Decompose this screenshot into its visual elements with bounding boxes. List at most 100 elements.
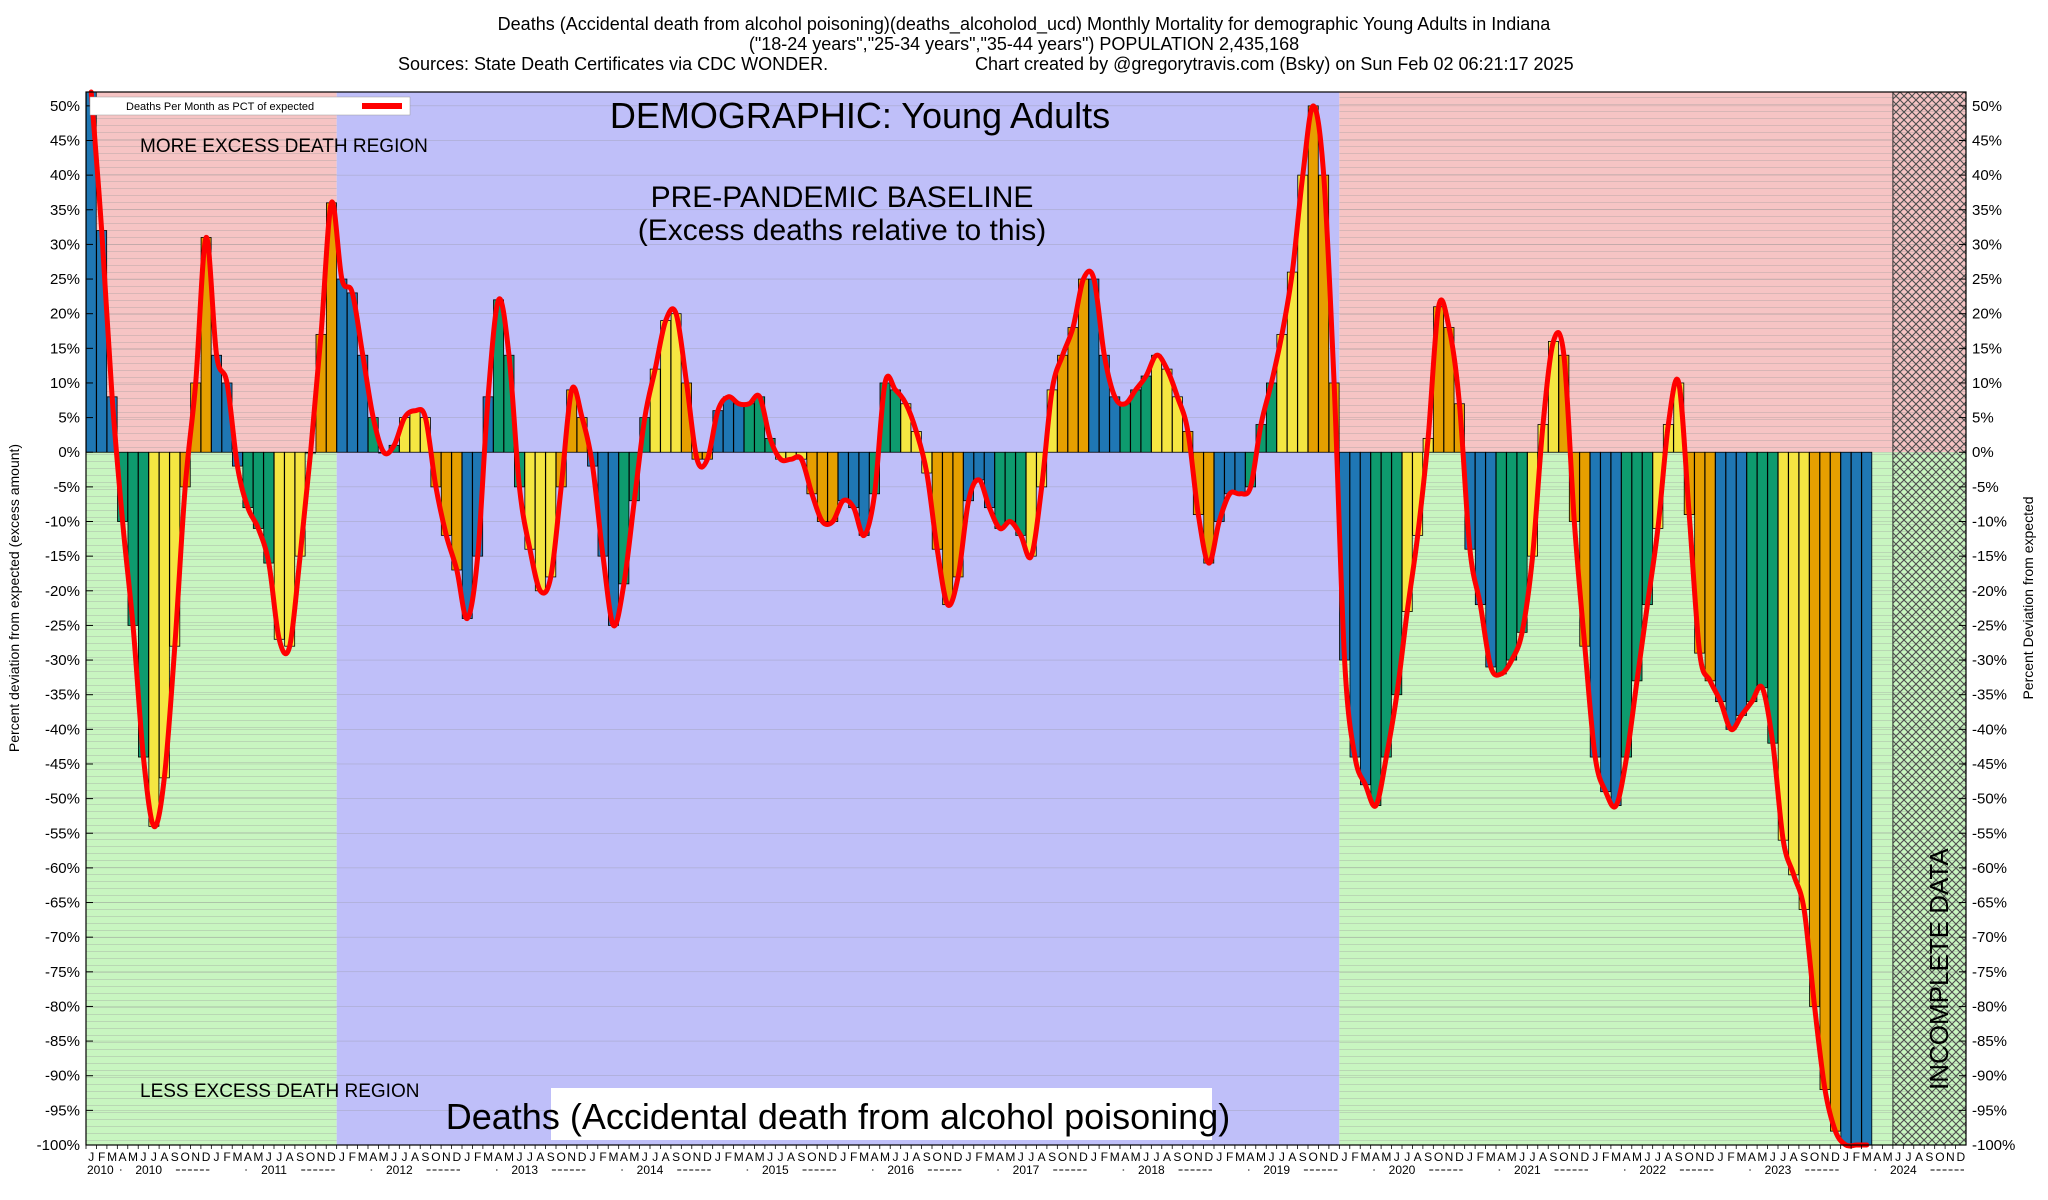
x-tick-label-month: J (1519, 1150, 1525, 1164)
x-tick-label-month: J (527, 1150, 533, 1164)
series-line-deaths-pct-expected (88, 89, 1870, 1149)
y-tick-label-right: -50% (1972, 791, 2007, 808)
y-tick-label-right: 45% (1972, 132, 2002, 149)
bar (1307, 105, 1319, 453)
x-tick-label-month: M (859, 1150, 869, 1164)
bar (1360, 451, 1371, 786)
x-tick-label-month: J (1530, 1150, 1536, 1164)
y-tick-label-left: -45% (45, 756, 80, 773)
credit-text: Chart created by @gregorytravis.com (Bsk… (975, 54, 1574, 74)
x-tick-label-month: A (620, 1150, 628, 1164)
y-tick-label-left: -80% (45, 998, 80, 1015)
x-tick-label-month: J (464, 1150, 470, 1164)
x-tick-label-month: D (1706, 1150, 1715, 1164)
bar (1809, 451, 1820, 1007)
x-tick-label-month: J (1843, 1150, 1849, 1164)
x-tick-label-month: M (232, 1150, 242, 1164)
x-tick-label-month: M (755, 1150, 765, 1164)
more-excess-label: MORE EXCESS DEATH REGION (140, 136, 428, 157)
x-tick-label-month: M (483, 1150, 493, 1164)
x-tick-label-month: N (442, 1150, 451, 1164)
y-tick-label-right: -55% (1972, 825, 2007, 842)
x-tick-label-month: S (1424, 1150, 1432, 1164)
bar (1621, 451, 1632, 758)
x-tick-label-month: D (1455, 1150, 1464, 1164)
x-tick-label-month: J (214, 1150, 220, 1164)
x-tick-label-month: D (1580, 1150, 1589, 1164)
x-tick-label-month: S (1925, 1150, 1933, 1164)
y-tick-label-right: -60% (1972, 860, 2007, 877)
y-tick-label-right: -30% (1972, 652, 2007, 669)
x-tick-label-month: A (1121, 1150, 1129, 1164)
x-tick-label-month: D (202, 1150, 211, 1164)
y-tick-label-left: -30% (45, 652, 80, 669)
x-tick-label-month: O (1183, 1150, 1192, 1164)
chart-title-line-1: Deaths (Accidental death from alcohol po… (497, 14, 1551, 34)
x-tick-label-month: M (1486, 1150, 1496, 1164)
bar (1119, 403, 1131, 453)
bar (837, 451, 849, 502)
x-tick-label-month: M (1131, 1150, 1141, 1164)
bar (1715, 451, 1726, 703)
y-tick-label-right: 35% (1972, 202, 2002, 219)
source-text: Sources: State Death Certificates via CD… (398, 54, 829, 74)
x-year-label: 2023 (1765, 1163, 1792, 1177)
x-tick-label-month: J (1394, 1150, 1400, 1164)
x-year-label: 2015 (762, 1163, 789, 1177)
x-tick-label-month: S (171, 1150, 179, 1164)
x-tick-label-month: S (1048, 1150, 1056, 1164)
x-tick-label-month: J (151, 1150, 157, 1164)
x-tick-label-month: S (1675, 1150, 1683, 1164)
x-tick-label-month: O (557, 1150, 566, 1164)
x-tick-label-month: F (1853, 1150, 1860, 1164)
x-year-label: 2019 (1263, 1163, 1290, 1177)
legend: Deaths Per Month as PCT of expected (89, 96, 411, 116)
y-tick-label-right: -10% (1972, 514, 2007, 531)
y-tick-label-right: -25% (1972, 617, 2007, 634)
y-tick-label-left: -95% (45, 1102, 80, 1119)
x-tick-label-month: O (933, 1150, 942, 1164)
x-tick-label-month: M (253, 1150, 263, 1164)
x-tick-label-month: F (599, 1150, 606, 1164)
x-tick-label-month: O (1559, 1150, 1568, 1164)
x-tick-label-month: J (1644, 1150, 1650, 1164)
y-tick-label-left: 25% (50, 271, 80, 288)
y-tick-label-right: 10% (1972, 375, 2002, 392)
x-year-label: 2017 (1013, 1163, 1040, 1177)
x-tick-label-month: N (693, 1150, 702, 1164)
y-tick-label-right: -95% (1972, 1102, 2007, 1119)
bar (1224, 451, 1236, 495)
bar (1140, 375, 1152, 453)
x-tick-label-month: M (1360, 1150, 1370, 1164)
x-tick-label-month: J (903, 1150, 909, 1164)
incomplete-data-region (1892, 91, 1967, 1146)
x-tick-label-month: F (223, 1150, 230, 1164)
axes: 50% 50% 45% 45% 40% 40% 35% 35% 30% 30% 25% 25% 20% 2… (37, 91, 2015, 1177)
y-tick-label-left: -20% (45, 583, 80, 600)
x-tick-label-month: M (880, 1150, 890, 1164)
x-tick-label-month: M (1736, 1150, 1746, 1164)
x-tick-label-month: N (1570, 1150, 1579, 1164)
x-tick-label-month: M (504, 1150, 514, 1164)
x-tick-label-month: A (1038, 1150, 1046, 1164)
x-tick-label-month: F (474, 1150, 481, 1164)
y-tick-label-left: 45% (50, 132, 80, 149)
x-tick-label-month: A (1163, 1150, 1171, 1164)
bar (1234, 451, 1246, 495)
y-tick-label-right: -90% (1972, 1068, 2007, 1085)
y-tick-label-left: 30% (50, 236, 80, 253)
x-tick-label-month: J (1091, 1150, 1097, 1164)
y-tick-label-right: -85% (1972, 1033, 2007, 1050)
bar (743, 403, 755, 453)
y-tick-label-right: -15% (1972, 548, 2007, 565)
bar (1349, 451, 1361, 758)
x-tick-label-month: S (1800, 1150, 1808, 1164)
x-tick-label-month: N (1069, 1150, 1078, 1164)
y-tick-label-left: -65% (45, 895, 80, 912)
bar (1015, 451, 1027, 536)
y-tick-label-left: -60% (45, 860, 80, 877)
y-tick-label-right: 25% (1972, 271, 2002, 288)
y-tick-label-left: 40% (50, 167, 80, 184)
y-tick-label-right: -45% (1972, 756, 2007, 773)
x-tick-label-month: N (567, 1150, 576, 1164)
